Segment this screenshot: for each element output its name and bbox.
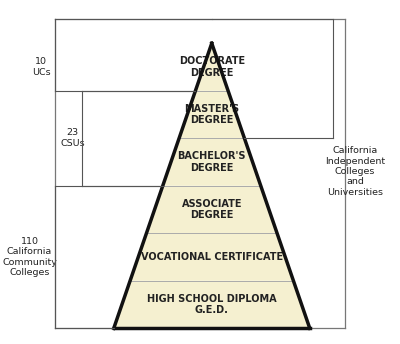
Text: 110
California
Community
Colleges: 110 California Community Colleges	[2, 237, 57, 277]
Text: MASTER'S
DEGREE: MASTER'S DEGREE	[184, 104, 239, 125]
Text: 10
UCs: 10 UCs	[32, 57, 50, 77]
Text: DOCTORATE
DEGREE: DOCTORATE DEGREE	[179, 56, 245, 78]
Polygon shape	[163, 138, 261, 186]
Text: HIGH SCHOOL DIPLOMA
G.E.D.: HIGH SCHOOL DIPLOMA G.E.D.	[147, 294, 276, 315]
Text: 23
CSUs: 23 CSUs	[60, 129, 85, 148]
Polygon shape	[196, 43, 228, 91]
Text: California
Independent
Colleges
and
Universities: California Independent Colleges and Univ…	[325, 146, 385, 197]
Text: VOCATIONAL CERTIFICATE: VOCATIONAL CERTIFICATE	[141, 252, 283, 262]
Polygon shape	[114, 281, 310, 328]
Text: BACHELOR'S
DEGREE: BACHELOR'S DEGREE	[178, 151, 246, 173]
Polygon shape	[179, 91, 244, 138]
Polygon shape	[146, 186, 277, 233]
Polygon shape	[130, 233, 294, 281]
Text: ASSOCIATE
DEGREE: ASSOCIATE DEGREE	[182, 199, 242, 221]
